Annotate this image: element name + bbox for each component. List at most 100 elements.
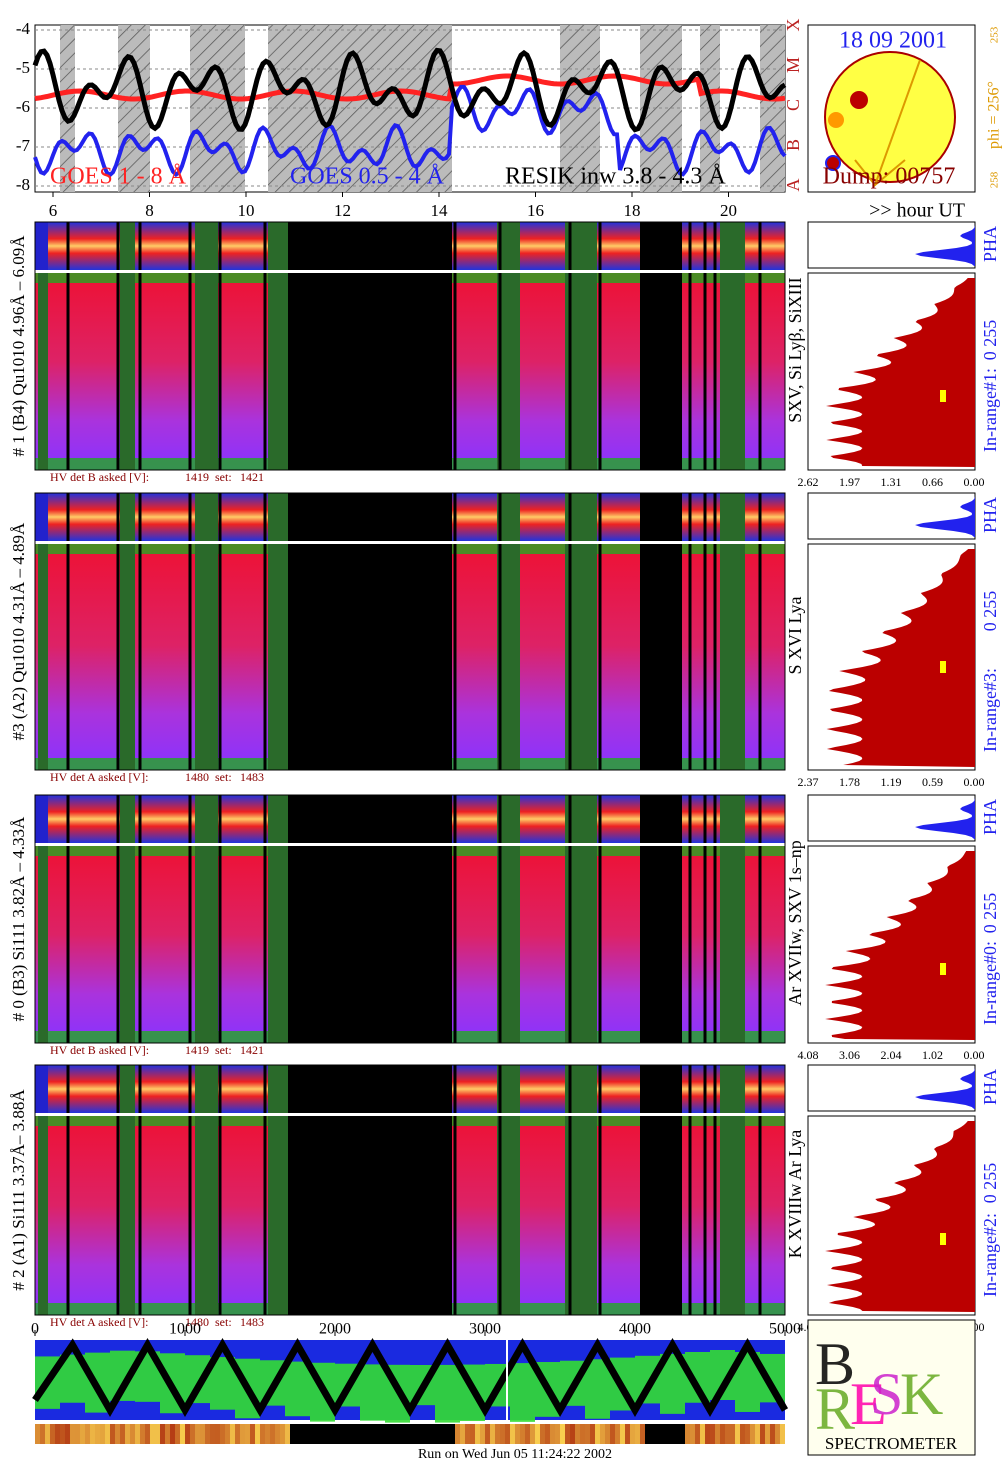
heat-cell [255,1424,260,1444]
heat-cell [705,1424,710,1444]
heat-cell [250,1424,255,1444]
heat-cell [430,1424,435,1444]
heat-cell [135,1424,140,1444]
heat-cell [565,1424,570,1444]
green-band [720,493,745,770]
sun [824,51,956,183]
label: SXV, Si Lyβ, SiXIII [785,277,805,422]
heat-cell [395,1424,400,1444]
heat-cell [360,1424,365,1444]
heat-cell [265,1424,270,1444]
label: 0 255 [980,591,1000,632]
heat-cell [595,1424,600,1444]
pha-box [807,1064,976,1112]
heat-cell [420,1424,425,1444]
logo-letter: S [870,1361,903,1427]
heat-cell [365,1424,370,1444]
label: -5 [16,58,30,77]
heat-cell [645,1424,650,1444]
label: GOES 0.5 - 4 Å [290,164,445,190]
heat-cell [115,1424,120,1444]
heat-cell [545,1424,550,1444]
green-band [268,222,288,470]
heat-cell [460,1424,465,1444]
heat-cell [65,1424,70,1444]
label: HV det A asked [V]: [50,1315,148,1329]
label: PHA [980,226,1000,262]
label: 6 [49,201,58,220]
blank [35,795,48,843]
heat-cell [95,1424,100,1444]
green-band [195,795,218,1043]
label: HV det A asked [V]: [50,770,148,784]
counter-green [510,1363,535,1422]
green-band [195,222,218,470]
logo-box [807,1319,976,1456]
heat-cell [85,1424,90,1444]
heat-cell [750,1424,755,1444]
no-data [640,493,682,770]
label: 20 [720,201,737,220]
heat-cell [45,1424,50,1444]
heat-cell [375,1424,380,1444]
green-band [120,795,135,1043]
heat-cell [670,1424,675,1444]
logo-letter: E [850,1371,887,1437]
spectrum-hist [826,278,975,467]
label: 2.37 [798,775,819,789]
logo-letter: B [815,1331,855,1397]
heat-cell [355,1424,360,1444]
heat-cell [40,1424,45,1444]
green-band [120,222,135,470]
no-data [288,493,452,770]
pha-hist [915,495,975,537]
heat-cell [60,1424,65,1444]
label: In-range#2: [980,1213,1000,1297]
label: 1483 [240,1315,264,1329]
frame [34,794,786,1044]
label: A [783,179,803,192]
heat-cell [120,1424,125,1444]
blank [35,493,48,541]
label: 0 255 [980,893,1000,934]
heat-cell [215,1424,220,1444]
goes-curve [32,47,787,133]
heat-cell [735,1424,740,1444]
heat-cell [180,1424,185,1444]
goes-curve [33,84,787,178]
spot [828,112,844,128]
label: 258 [989,171,1001,188]
label: X [783,19,803,32]
heat-cell [125,1424,130,1444]
label: In-range#1: [980,368,1000,452]
spectrum-hist [826,549,975,767]
heat-cell [225,1424,230,1444]
heat-cell [590,1424,595,1444]
green-band [497,795,520,1043]
label: # 2 (A1) Si111 3.37Å– 3.88Å [9,1089,28,1291]
heat-cell [490,1424,495,1444]
heat-cell [615,1424,620,1444]
label: 4000 [619,1321,651,1338]
heat-cell [390,1424,395,1444]
heat-cell [610,1424,615,1444]
label: 1.78 [839,775,860,789]
heat-cell [530,1424,535,1444]
heat-cell [650,1424,655,1444]
heat-cell [720,1424,725,1444]
label: 0.59 [922,775,943,789]
heat-cell [75,1424,80,1444]
heat-cell [715,1424,720,1444]
heat-cell [505,1424,510,1444]
in-range-marker [940,661,946,673]
label: 16 [527,201,544,220]
heat-cell [690,1424,695,1444]
heat-cell [150,1424,155,1444]
label: HV det B asked [V]: [50,1043,149,1057]
label: 1.19 [881,775,902,789]
label: 1480 [185,770,209,784]
heat-cell [560,1424,565,1444]
heat-cell [175,1424,180,1444]
label: # 0 (B3) Si111 3.82Å – 4.33Å [9,816,28,1021]
heat-cell [480,1424,485,1444]
